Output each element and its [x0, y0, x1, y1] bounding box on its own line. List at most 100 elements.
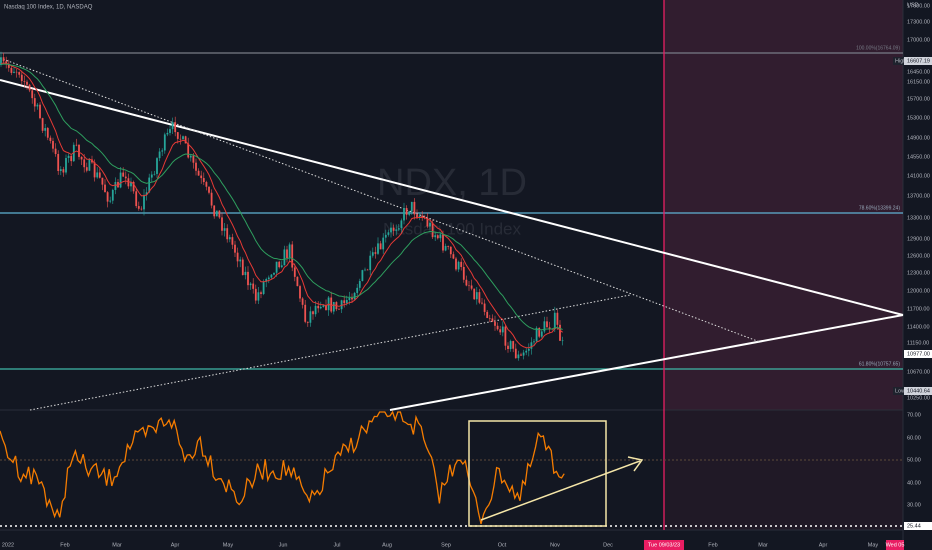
candle-body — [49, 137, 52, 141]
dotted-trendline[interactable] — [0, 57, 761, 343]
trendline[interactable] — [0, 79, 904, 316]
time-label: Mar — [758, 542, 768, 548]
candle-body — [80, 156, 83, 160]
candle-body — [93, 162, 96, 178]
candle-body — [382, 237, 385, 250]
highlight-zone-rsi — [664, 410, 903, 530]
candle-body — [228, 237, 231, 240]
candle-body — [130, 181, 132, 187]
candle-body — [231, 237, 234, 245]
candle-body — [226, 228, 229, 240]
time-label: May — [223, 542, 234, 548]
candle-body — [520, 354, 522, 356]
candle-body — [153, 173, 156, 175]
candle-body — [395, 229, 398, 231]
candle-body — [111, 189, 114, 201]
candle-body — [182, 136, 184, 140]
candle-body — [538, 327, 541, 337]
symbol-title[interactable]: Nasdaq 100 Index, 1D, NASDAQ — [4, 5, 93, 11]
candle-body — [319, 306, 322, 309]
time-label: Jun — [279, 542, 288, 548]
candle-body — [338, 309, 340, 310]
candle-body — [408, 211, 411, 215]
high-price: 16607.19 — [907, 58, 930, 64]
candle-body — [249, 283, 252, 286]
candle-body — [530, 342, 533, 349]
candle-body — [247, 271, 249, 286]
candle-body — [278, 261, 281, 268]
candle-body — [215, 210, 218, 217]
candle-body — [514, 348, 517, 359]
candle-body — [148, 177, 151, 193]
candle-body — [488, 318, 491, 319]
candle-body — [325, 305, 327, 311]
candle-body — [119, 172, 122, 188]
candle-body — [442, 234, 444, 251]
candle-body — [46, 128, 49, 138]
candle-body — [351, 297, 353, 300]
candle-body — [416, 214, 418, 218]
candle-body — [366, 269, 369, 271]
candle-body — [462, 266, 465, 280]
candle-body — [460, 261, 463, 267]
time-label: Feb — [60, 542, 69, 548]
candle-body — [244, 271, 247, 276]
dotted-trendline[interactable] — [29, 294, 631, 411]
candle-body — [145, 192, 148, 195]
candle-body — [88, 159, 91, 171]
time-label: Apr — [819, 542, 828, 548]
candle-body — [369, 255, 372, 271]
candle-body — [314, 305, 317, 315]
candle-body — [132, 181, 135, 192]
price-label: 10670.00 — [907, 369, 930, 375]
candle-body — [494, 321, 496, 326]
candle-body — [304, 304, 307, 322]
candle-body — [280, 265, 283, 268]
currency: USD — [907, 2, 919, 8]
arrow-head — [627, 456, 644, 472]
candle-body — [163, 134, 166, 151]
candles — [0, 51, 564, 361]
low-label: Low — [895, 388, 905, 394]
candle-body — [348, 297, 351, 300]
candle-body — [239, 259, 242, 262]
candle-body — [137, 206, 140, 209]
candle-body — [187, 143, 190, 158]
candle-body — [499, 329, 502, 333]
candle-body — [150, 174, 153, 178]
candle-body — [10, 67, 13, 73]
candle-body — [205, 182, 208, 187]
candle-body — [512, 341, 515, 349]
price-label: 15300.00 — [907, 115, 930, 121]
candle-body — [41, 118, 44, 131]
candle-body — [343, 300, 346, 304]
rsi-tag — [904, 522, 932, 530]
candle-body — [70, 155, 73, 162]
candle-body — [535, 327, 538, 342]
candle-body — [559, 324, 561, 341]
time-label: Oct — [498, 542, 507, 548]
candle-body — [270, 274, 273, 278]
price-label: 13700.00 — [907, 193, 930, 199]
candle-body — [36, 104, 39, 107]
time-label: Feb — [708, 542, 717, 548]
candle-body — [491, 318, 494, 322]
candle-body — [561, 340, 564, 342]
candle-body — [189, 155, 192, 158]
candle-body — [444, 245, 447, 251]
candle-body — [85, 167, 88, 171]
trendline[interactable] — [389, 314, 904, 411]
candle-body — [184, 136, 187, 144]
candle-body — [452, 254, 455, 259]
candle-body — [509, 341, 512, 350]
candle-body — [439, 234, 442, 239]
candle-body — [57, 153, 60, 172]
candle-body — [548, 327, 551, 329]
candle-body — [345, 299, 348, 304]
candle-body — [478, 292, 481, 303]
arrow[interactable] — [480, 460, 641, 521]
candle-body — [54, 148, 57, 154]
cursor-tag — [644, 540, 684, 550]
candle-body — [392, 227, 395, 231]
candle-body — [522, 352, 525, 356]
